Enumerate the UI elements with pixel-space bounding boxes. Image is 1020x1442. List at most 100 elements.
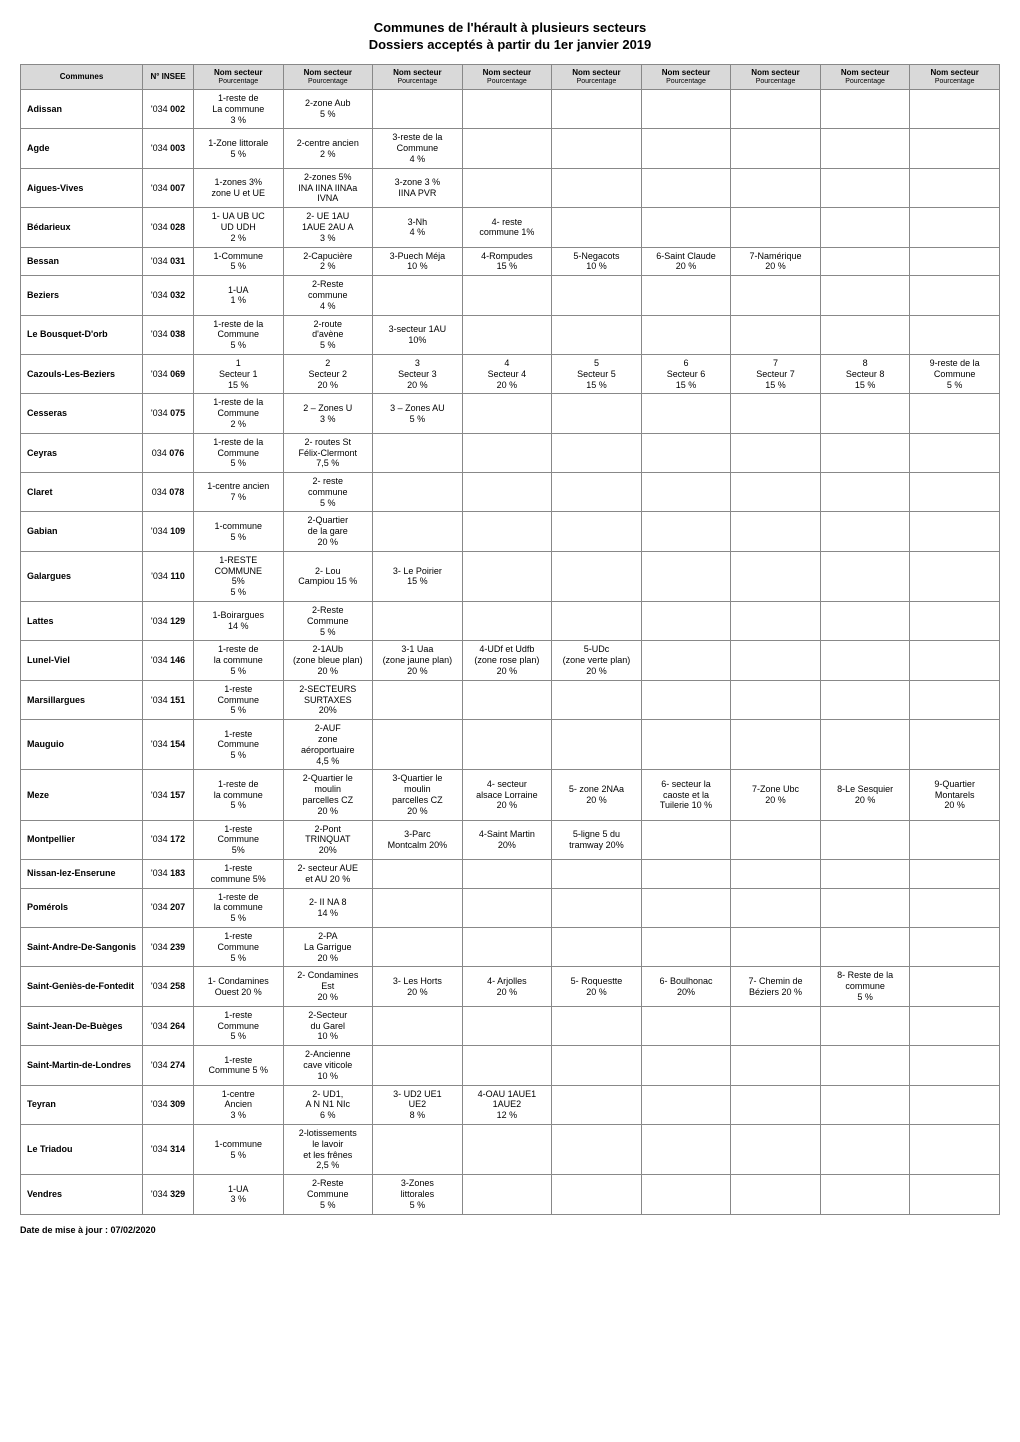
commune-name-cell: Nissan-lez-Enserune — [21, 860, 143, 889]
sector-cell — [462, 89, 552, 128]
sector-cell — [731, 89, 821, 128]
table-header-cell: Nom secteurPourcentage — [910, 65, 1000, 90]
sector-cell: 1-restecommune 5% — [193, 860, 283, 889]
sector-cell — [462, 129, 552, 168]
sector-cell — [910, 1046, 1000, 1085]
sector-cell: 1-commune5 % — [193, 1124, 283, 1174]
commune-name-cell: Meze — [21, 770, 143, 820]
sector-cell — [373, 927, 463, 966]
sector-cell — [462, 1175, 552, 1214]
header-top-label: Nom secteur — [735, 68, 816, 78]
commune-name-cell: Vendres — [21, 1175, 143, 1214]
sector-cell: 7-Namérique20 % — [731, 247, 821, 276]
commune-name-cell: Bessan — [21, 247, 143, 276]
sector-cell: 2-Capucière2 % — [283, 247, 373, 276]
table-row: Vendres'034 3291-UA3 %2-ResteCommune5 %3… — [21, 1175, 1000, 1214]
sector-cell: 4- restecommune 1% — [462, 208, 552, 247]
insee-cell: '034 207 — [143, 888, 194, 927]
table-row: Saint-Geniès-de-Fontedit'034 2581- Conda… — [21, 967, 1000, 1006]
table-row: Saint-Martin-de-Londres'034 2741-resteCo… — [21, 1046, 1000, 1085]
sector-cell — [731, 208, 821, 247]
sector-cell — [552, 927, 642, 966]
sector-cell: 2-centre ancien2 % — [283, 129, 373, 168]
sector-cell — [731, 720, 821, 770]
table-header-cell: Nom secteurPourcentage — [820, 65, 910, 90]
sector-cell: 2- secteur AUEet AU 20 % — [283, 860, 373, 889]
sector-cell — [552, 1175, 642, 1214]
sector-cell — [731, 641, 821, 680]
sector-cell — [910, 641, 1000, 680]
sector-cell — [731, 1175, 821, 1214]
commune-name-cell: Lunel-Viel — [21, 641, 143, 680]
insee-cell: '034 154 — [143, 720, 194, 770]
sector-cell: 2-Quartierde la gare20 % — [283, 512, 373, 551]
sector-cell: 1-RESTECOMMUNE5%5 % — [193, 551, 283, 601]
sector-cell — [462, 860, 552, 889]
sector-cell: 1-reste deLa commune3 % — [193, 89, 283, 128]
header-top-label: Nom secteur — [377, 68, 458, 78]
header-bottom-label: Pourcentage — [556, 78, 637, 86]
sector-cell — [373, 276, 463, 315]
sector-cell: 1-resteCommune5 % — [193, 720, 283, 770]
insee-cell: '034 183 — [143, 860, 194, 889]
header-top-label: Nom secteur — [646, 68, 727, 78]
sector-cell: 9-QuartierMontarels20 % — [910, 770, 1000, 820]
table-row: Lattes'034 1291-Boirargues14 %2-ResteCom… — [21, 602, 1000, 641]
sector-cell — [731, 1046, 821, 1085]
sector-cell — [552, 680, 642, 719]
sector-cell: 2- II NA 814 % — [283, 888, 373, 927]
table-row: Cazouls-Les-Beziers'034 0691Secteur 115 … — [21, 354, 1000, 393]
table-header-row: CommunesN° INSEENom secteurPourcentageNo… — [21, 65, 1000, 90]
sector-cell: 4-OAU 1AUE11AUE212 % — [462, 1085, 552, 1124]
sector-cell — [820, 168, 910, 207]
sector-cell: 2-Anciennecave viticole10 % — [283, 1046, 373, 1085]
sector-cell: 3-1 Uaa(zone jaune plan)20 % — [373, 641, 463, 680]
table-header-cell: Nom secteurPourcentage — [641, 65, 731, 90]
sector-cell — [731, 315, 821, 354]
sector-cell — [731, 860, 821, 889]
sector-cell: 2-Quartier lemoulinparcelles CZ20 % — [283, 770, 373, 820]
sector-cell — [731, 1006, 821, 1045]
commune-name-cell: Gabian — [21, 512, 143, 551]
sector-cell — [820, 1006, 910, 1045]
header-top-label: Nom secteur — [467, 68, 548, 78]
sector-cell: 2-PALa Garrigue20 % — [283, 927, 373, 966]
table-row: Teyran'034 3091-centreAncien3 %2- UD1,A … — [21, 1085, 1000, 1124]
insee-cell: '034 239 — [143, 927, 194, 966]
table-row: Adissan'034 0021-reste deLa commune3 %2-… — [21, 89, 1000, 128]
header-bottom-label: Pourcentage — [288, 78, 369, 86]
sector-cell — [731, 551, 821, 601]
table-row: Aigues-Vives'034 0071-zones 3%zone U et … — [21, 168, 1000, 207]
table-row: Marsillargues'034 1511-resteCommune5 %2-… — [21, 680, 1000, 719]
sector-cell — [641, 720, 731, 770]
table-row: Le Triadou'034 3141-commune5 %2-lotissem… — [21, 1124, 1000, 1174]
sector-cell — [373, 680, 463, 719]
sector-cell — [373, 473, 463, 512]
sector-cell — [462, 433, 552, 472]
sector-cell: 1-centre ancien7 % — [193, 473, 283, 512]
sector-cell — [641, 129, 731, 168]
header-bottom-label: Pourcentage — [467, 78, 548, 86]
commune-name-cell: Mauguio — [21, 720, 143, 770]
insee-cell: '034 258 — [143, 967, 194, 1006]
insee-cell: '034 069 — [143, 354, 194, 393]
sector-cell — [910, 129, 1000, 168]
sector-cell: 3- Le Poirier15 % — [373, 551, 463, 601]
sector-cell: 2-AUFzoneaéroportuaire4,5 % — [283, 720, 373, 770]
sector-cell — [820, 473, 910, 512]
sector-cell — [641, 433, 731, 472]
sector-cell — [552, 89, 642, 128]
sector-cell — [462, 473, 552, 512]
sector-cell — [552, 860, 642, 889]
sector-cell: 9-reste de laCommune5 % — [910, 354, 1000, 393]
sector-cell: 3-zone 3 %IINA PVR — [373, 168, 463, 207]
sector-cell — [373, 602, 463, 641]
sector-cell: 2-lotissementsle lavoiret les frênes2,5 … — [283, 1124, 373, 1174]
sector-cell — [462, 394, 552, 433]
sector-cell: 6- secteur lacaoste et laTuilerie 10 % — [641, 770, 731, 820]
sector-cell: 2Secteur 220 % — [283, 354, 373, 393]
sector-cell — [641, 168, 731, 207]
sector-cell: 6- Boulhonac20% — [641, 967, 731, 1006]
sector-cell — [373, 89, 463, 128]
sector-cell: 2-routed'avène5 % — [283, 315, 373, 354]
